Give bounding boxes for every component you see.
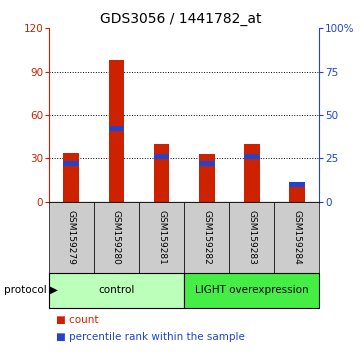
Bar	[184, 273, 319, 308]
Text: GSM159279: GSM159279	[67, 210, 76, 265]
Bar	[154, 154, 169, 159]
Bar	[199, 161, 214, 166]
Bar	[244, 144, 260, 202]
Bar	[109, 126, 124, 131]
Bar	[184, 202, 229, 273]
Text: GSM159282: GSM159282	[202, 210, 211, 264]
Bar	[109, 60, 124, 202]
Bar	[139, 202, 184, 273]
Text: GSM159280: GSM159280	[112, 210, 121, 265]
Text: GSM159281: GSM159281	[157, 210, 166, 265]
Text: ■ percentile rank within the sample: ■ percentile rank within the sample	[56, 332, 245, 342]
Text: ■ count: ■ count	[56, 315, 99, 325]
Bar	[64, 161, 79, 166]
Bar	[289, 182, 305, 187]
Bar	[94, 202, 139, 273]
Text: control: control	[98, 285, 135, 295]
Bar	[244, 154, 260, 159]
Text: GSM159283: GSM159283	[247, 210, 256, 265]
Bar	[49, 273, 184, 308]
Text: GSM159284: GSM159284	[292, 210, 301, 264]
Bar	[274, 202, 319, 273]
Bar	[49, 202, 94, 273]
Bar	[229, 202, 274, 273]
Text: GDS3056 / 1441782_at: GDS3056 / 1441782_at	[100, 12, 261, 27]
Bar	[199, 154, 214, 202]
Bar	[289, 183, 305, 202]
Bar	[64, 153, 79, 202]
Bar	[154, 144, 169, 202]
Text: LIGHT overexpression: LIGHT overexpression	[195, 285, 309, 295]
Text: protocol ▶: protocol ▶	[4, 285, 58, 295]
